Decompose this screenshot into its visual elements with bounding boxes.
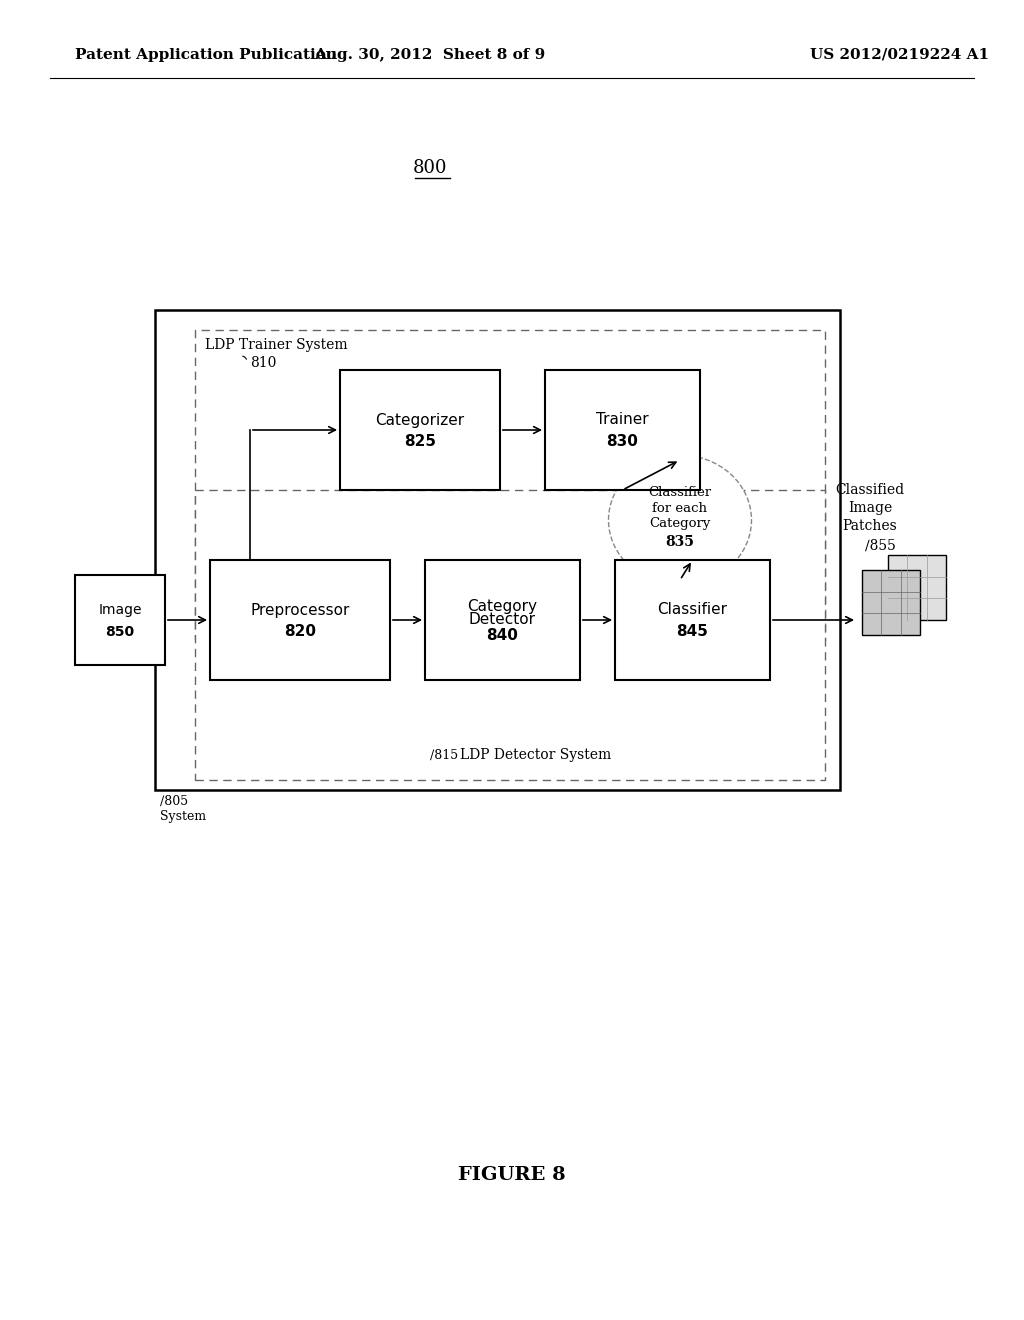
Text: Patches: Patches [843, 519, 897, 533]
Bar [155, 310, 840, 789]
Text: ∕855: ∕855 [865, 539, 896, 553]
Bar [862, 570, 920, 635]
Ellipse shape [608, 455, 752, 585]
Bar [888, 554, 946, 620]
Bar [545, 370, 700, 490]
Bar [195, 330, 825, 640]
Text: ∕815: ∕815 [430, 748, 458, 762]
Text: Detector: Detector [469, 612, 536, 627]
Text: LDP Detector System: LDP Detector System [460, 748, 611, 762]
Text: LDP Trainer System: LDP Trainer System [205, 338, 347, 352]
Bar [425, 560, 580, 680]
Text: Categorizer: Categorizer [376, 412, 465, 428]
Bar [75, 576, 165, 665]
Text: 850: 850 [105, 624, 134, 639]
Text: 830: 830 [606, 434, 638, 450]
Text: ∕805: ∕805 [160, 795, 188, 808]
Text: Image: Image [98, 603, 141, 616]
Text: 800: 800 [413, 158, 447, 177]
Text: 820: 820 [284, 624, 316, 639]
Text: FIGURE 8: FIGURE 8 [458, 1166, 566, 1184]
Text: Trainer: Trainer [596, 412, 649, 428]
Text: Classifier: Classifier [657, 602, 727, 618]
Bar [615, 560, 770, 680]
Text: Category: Category [649, 517, 711, 531]
Text: Aug. 30, 2012  Sheet 8 of 9: Aug. 30, 2012 Sheet 8 of 9 [314, 48, 546, 62]
Text: Preprocessor: Preprocessor [250, 602, 349, 618]
Text: 840: 840 [486, 628, 518, 644]
Text: for each: for each [652, 502, 708, 515]
Text: Patent Application Publication: Patent Application Publication [75, 48, 337, 62]
Text: System: System [160, 810, 206, 822]
Text: 845: 845 [677, 624, 709, 639]
Bar [210, 560, 390, 680]
Text: Classified: Classified [836, 483, 904, 498]
Text: Image: Image [848, 502, 892, 515]
Bar [340, 370, 500, 490]
Text: 835: 835 [666, 535, 694, 549]
Text: 810: 810 [250, 356, 276, 370]
Text: 825: 825 [404, 434, 436, 450]
Bar [195, 490, 825, 780]
Text: Classifier: Classifier [648, 486, 712, 499]
Text: Category: Category [468, 598, 538, 614]
Text: US 2012/0219224 A1: US 2012/0219224 A1 [810, 48, 989, 62]
